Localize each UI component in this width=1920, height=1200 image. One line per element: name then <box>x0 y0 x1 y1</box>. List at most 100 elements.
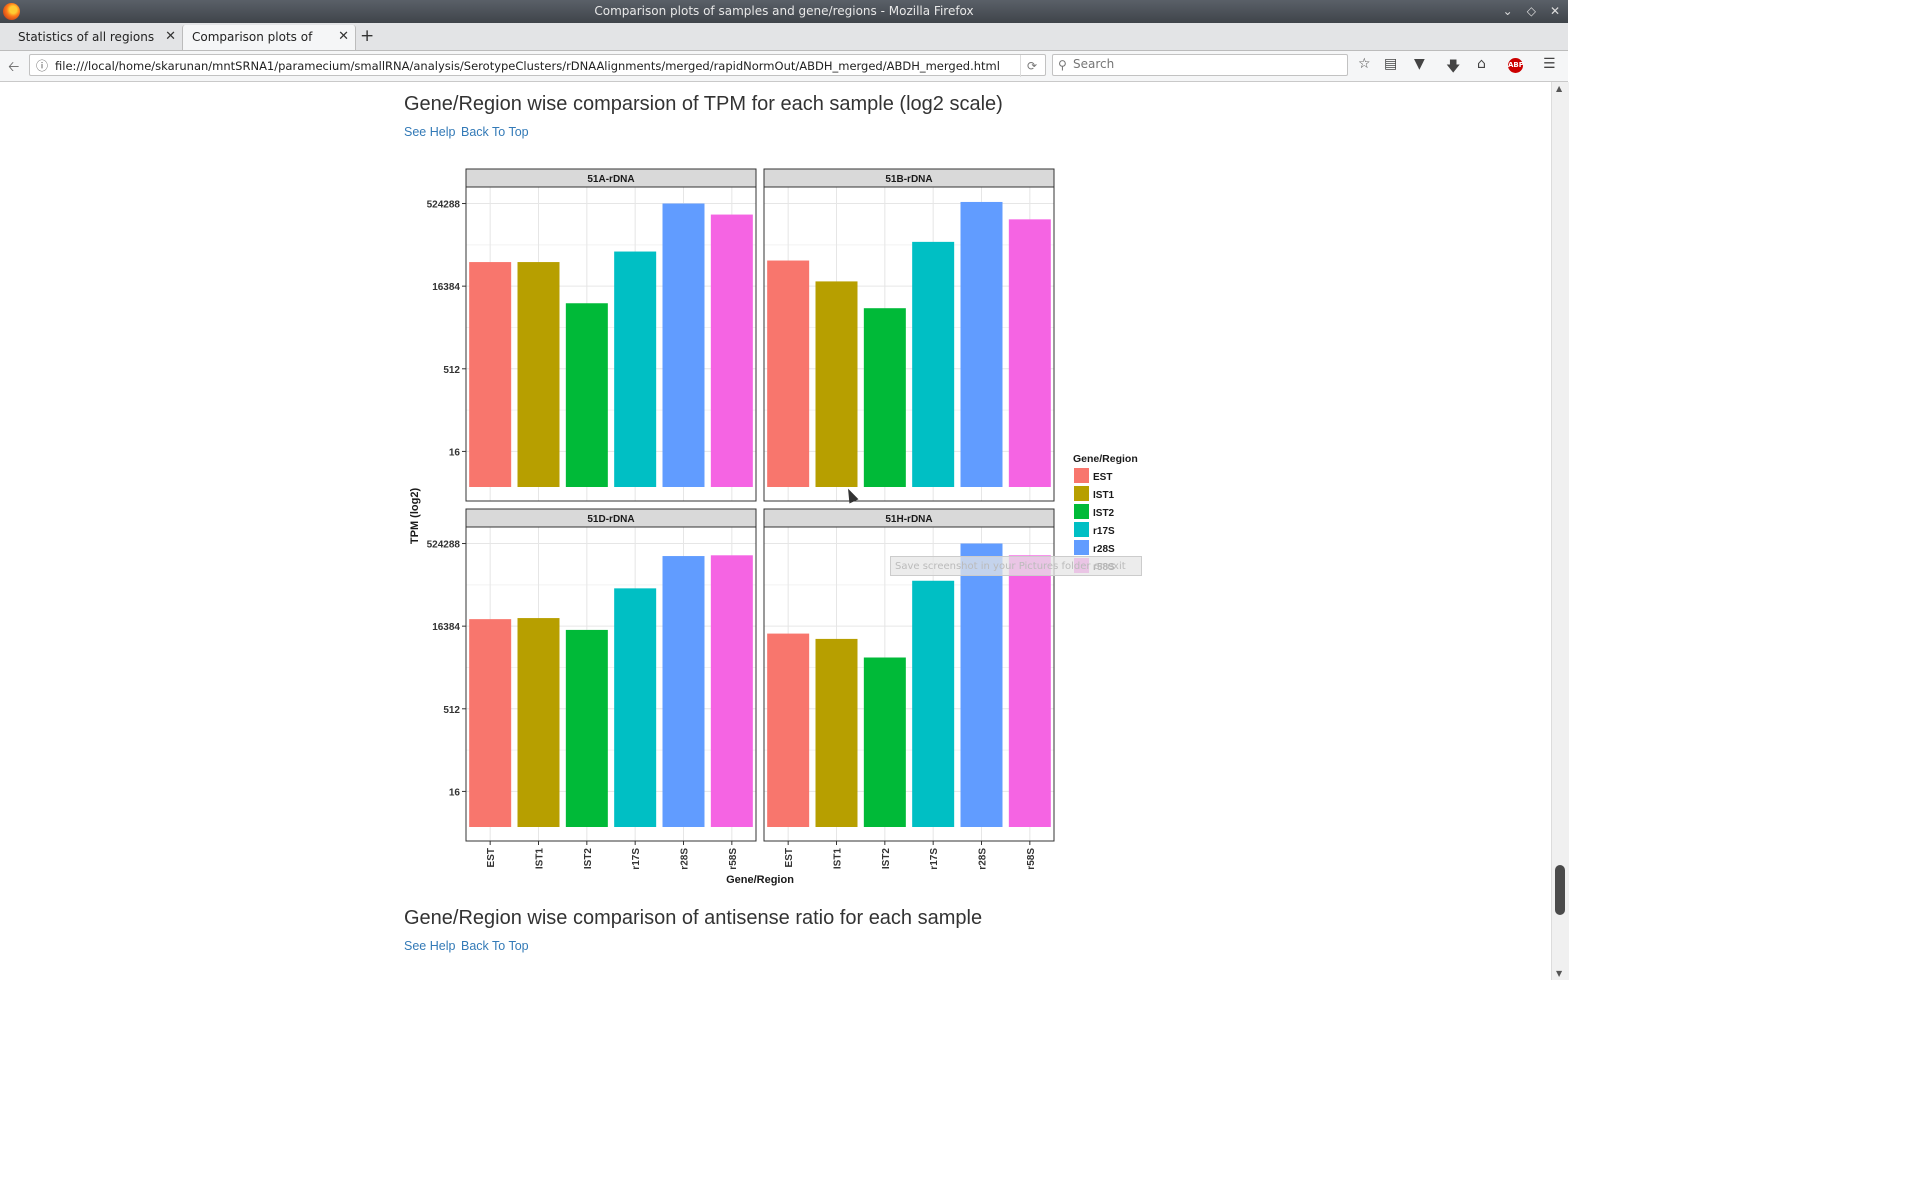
panel-background <box>466 527 756 841</box>
new-tab-icon[interactable]: + <box>360 26 375 46</box>
close-tab-icon[interactable]: ✕ <box>165 29 176 44</box>
facet-strip <box>465 168 757 188</box>
url-text: file:///local/home/skarunan/mntSRNA1/par… <box>55 59 1000 73</box>
y-tick-label: 16384 <box>432 622 460 633</box>
legend-label: r28S <box>1093 544 1115 555</box>
tab-comparison-plots[interactable]: Comparison plots of sampl... ✕ <box>182 25 356 68</box>
pocket-icon[interactable]: ▼ <box>1414 56 1425 72</box>
bar-r17S <box>912 580 955 827</box>
bar-IST2 <box>863 657 906 827</box>
y-axis-title: TPM (log2) <box>409 488 421 545</box>
x-tick-label: r17S <box>631 848 642 870</box>
reload-icon[interactable]: ⟳ <box>1019 55 1037 77</box>
facet-strip <box>763 168 1055 188</box>
x-axis-title: Gene/Region <box>726 874 794 886</box>
reading-list-icon[interactable]: ▤ <box>1384 56 1398 72</box>
tpm-faceted-bar-chart: 51A-rDNA 16 512 16384 524288 51B-rDNA 51D-rDNA… <box>409 168 1138 886</box>
maximize-icon[interactable]: ◇ <box>1526 4 1536 18</box>
section-title-antisense: Gene/Region wise comparison of antisense… <box>404 907 983 929</box>
tab-statistics[interactable]: Statistics of all regions ✕ <box>0 25 182 50</box>
bar-r58S <box>1008 555 1051 827</box>
bar-EST <box>767 260 810 487</box>
y-tick-label: 524288 <box>427 200 461 211</box>
search-icon: ⚲ <box>1058 58 1067 72</box>
see-help-link[interactable]: See Help <box>404 125 456 139</box>
legend-label: IST1 <box>1093 490 1115 501</box>
x-tick-label: r58S <box>728 848 739 870</box>
url-bar[interactable]: ⓘ file:///local/home/skarunan/mntSRNA1/p… <box>29 54 1046 77</box>
x-tick-label: IST2 <box>583 848 594 870</box>
menu-hamburger-icon[interactable]: ☰ <box>1543 56 1556 72</box>
facet-label: 51A-rDNA <box>587 174 634 185</box>
back-arrow-icon[interactable]: 🡠 <box>8 59 20 75</box>
bar-IST1 <box>517 262 560 487</box>
facet-label: 51H-rDNA <box>885 514 932 525</box>
scroll-down-icon[interactable]: ▼ <box>1556 969 1563 978</box>
y-tick-label: 512 <box>443 365 460 376</box>
y-tick-label: 524288 <box>427 540 461 551</box>
tab-label: Statistics of all regions <box>18 30 155 44</box>
y-tick-label: 512 <box>443 705 460 716</box>
x-tick-label: IST1 <box>833 848 844 870</box>
y-tick-label: 16384 <box>432 282 460 293</box>
bar-r58S <box>710 214 753 487</box>
x-tick-label: r28S <box>978 848 989 870</box>
x-tick-label: IST2 <box>881 848 892 870</box>
download-icon[interactable]: 🡇 <box>1446 59 1461 75</box>
bar-r17S <box>614 251 657 487</box>
window-title: Comparison plots of samples and gene/reg… <box>594 4 974 18</box>
section-title-tpm: Gene/Region wise comparsion of TPM for e… <box>404 93 1003 115</box>
bar-IST1 <box>815 638 858 827</box>
x-tick-label: EST <box>486 848 497 867</box>
bar-r58S <box>1008 219 1051 487</box>
bar-r17S <box>614 588 657 827</box>
x-tick-label: EST <box>784 848 795 867</box>
facet-label: 51D-rDNA <box>587 514 634 525</box>
x-tick-label: r17S <box>929 848 940 870</box>
legend-swatch-r17S <box>1074 522 1089 537</box>
firefox-logo-icon <box>3 3 20 20</box>
info-icon[interactable]: ⓘ <box>36 59 49 73</box>
bar-IST2 <box>565 303 608 487</box>
y-tick-label: 16 <box>449 787 461 798</box>
scroll-up-icon[interactable]: ▲ <box>1556 84 1563 93</box>
page-content: Gene/Region wise comparsion of TPM for e… <box>0 82 1551 980</box>
bar-r28S <box>960 543 1003 827</box>
back-to-top-link[interactable]: Back To Top <box>461 125 529 139</box>
scrollbar-thumb[interactable] <box>1555 865 1565 915</box>
search-box[interactable]: ⚲ <box>1052 54 1348 76</box>
minimize-icon[interactable]: ⌄ <box>1502 4 1513 18</box>
legend-swatch-IST2 <box>1074 504 1089 519</box>
close-window-icon[interactable]: ✕ <box>1549 4 1560 18</box>
home-icon[interactable]: ⌂ <box>1477 56 1486 72</box>
tab-strip: Statistics of all regions ✕ Comparison p… <box>0 23 1568 68</box>
bar-EST <box>469 619 512 827</box>
bar-IST1 <box>517 618 560 827</box>
see-help-link[interactable]: See Help <box>404 939 456 953</box>
back-to-top-link[interactable]: Back To Top <box>461 939 529 953</box>
legend-title: Gene/Region <box>1073 453 1138 465</box>
close-tab-icon[interactable]: ✕ <box>338 29 349 44</box>
search-input[interactable] <box>1071 56 1335 72</box>
y-tick-label: 16 <box>449 447 461 458</box>
bar-r28S <box>662 556 705 827</box>
legend-label: r17S <box>1093 526 1115 537</box>
legend-label: EST <box>1093 472 1112 483</box>
bar-IST2 <box>863 308 906 487</box>
panel-background <box>764 527 1054 841</box>
adblock-plus-icon[interactable]: ABP <box>1508 58 1524 73</box>
facet-label: 51B-rDNA <box>885 174 932 185</box>
bar-EST <box>469 262 512 487</box>
panel-background <box>764 187 1054 501</box>
legend-swatch-r28S <box>1074 540 1089 555</box>
legend-swatch-IST1 <box>1074 486 1089 501</box>
x-tick-label: r58S <box>1026 848 1037 870</box>
legend-label: IST2 <box>1093 508 1115 519</box>
vertical-scrollbar[interactable]: ▲ ▼ <box>1551 82 1569 980</box>
bar-r28S <box>662 203 705 487</box>
bookmark-star-icon[interactable]: ☆ <box>1358 56 1371 72</box>
bar-IST1 <box>815 281 858 487</box>
x-tick-label: r28S <box>680 848 691 870</box>
bar-r28S <box>960 201 1003 487</box>
window-controls: ⌄ ◇ ✕ <box>1503 0 1560 23</box>
